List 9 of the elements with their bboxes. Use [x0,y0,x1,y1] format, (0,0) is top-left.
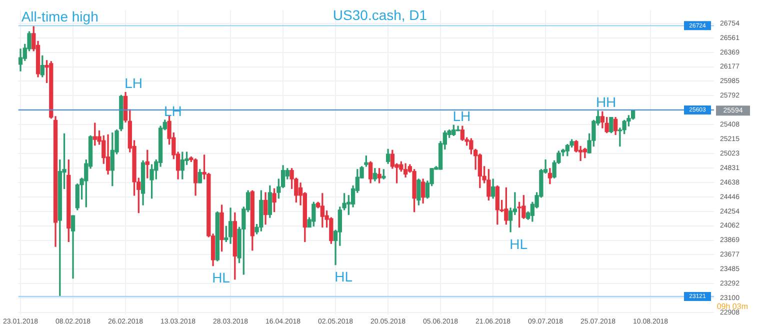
chart-title: US30.cash, D1 [332,6,428,23]
text: HH [596,94,616,110]
text: 09h 03m [716,302,748,311]
text: HL [212,270,230,286]
text: LH [452,108,471,124]
text: HL [334,268,352,285]
annotation: All-time high [21,8,98,25]
text: HL [510,236,528,252]
text: LH [124,75,142,92]
